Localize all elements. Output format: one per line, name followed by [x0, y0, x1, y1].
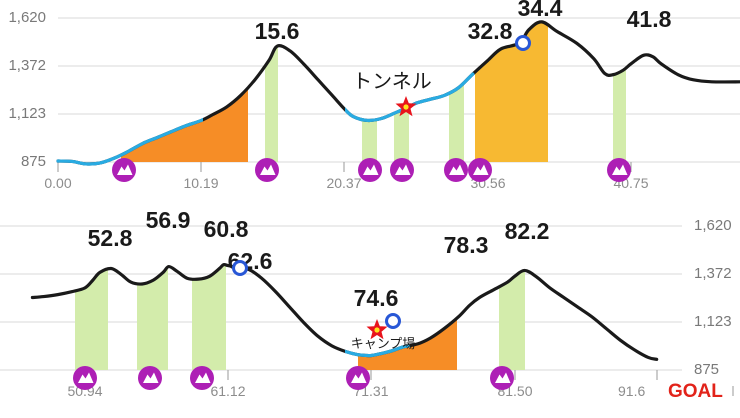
- svg-text:61.12: 61.12: [210, 383, 245, 399]
- svg-text:41.8: 41.8: [627, 6, 672, 32]
- svg-text:1,372: 1,372: [8, 57, 46, 74]
- svg-text:1,372: 1,372: [694, 265, 732, 282]
- svg-text:52.8: 52.8: [88, 225, 133, 251]
- svg-text:1,123: 1,123: [8, 105, 46, 122]
- svg-text:20.37: 20.37: [326, 175, 361, 191]
- svg-text:トンネル: トンネル: [352, 71, 432, 93]
- svg-text:15.6: 15.6: [255, 18, 300, 44]
- svg-text:32.8: 32.8: [468, 18, 513, 44]
- svg-text:74.6: 74.6: [354, 285, 399, 311]
- svg-text:10.19: 10.19: [183, 175, 218, 191]
- svg-text:82.2: 82.2: [505, 218, 550, 244]
- svg-text:GOAL: GOAL: [668, 381, 723, 402]
- svg-text:1,620: 1,620: [694, 217, 732, 234]
- svg-text:34.4: 34.4: [518, 0, 563, 21]
- svg-text:56.9: 56.9: [146, 208, 191, 233]
- svg-text:1,123: 1,123: [694, 313, 732, 330]
- svg-text:0.00: 0.00: [44, 175, 71, 191]
- svg-text:91.6: 91.6: [618, 383, 645, 399]
- svg-text:78.3: 78.3: [444, 232, 489, 258]
- svg-text:60.8: 60.8: [204, 216, 249, 242]
- svg-text:875: 875: [21, 153, 46, 170]
- svg-text:1,620: 1,620: [8, 9, 46, 26]
- svg-text:875: 875: [694, 361, 719, 378]
